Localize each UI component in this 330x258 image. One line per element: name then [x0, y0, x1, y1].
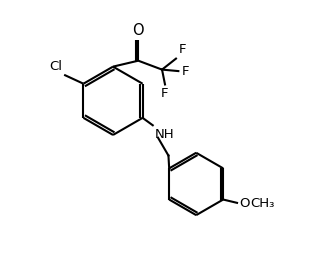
- Text: O: O: [240, 197, 250, 211]
- Text: F: F: [161, 87, 169, 100]
- Text: O: O: [132, 22, 144, 37]
- Text: NH: NH: [155, 128, 175, 141]
- Text: CH₃: CH₃: [250, 197, 274, 211]
- Text: F: F: [178, 43, 186, 56]
- Text: F: F: [181, 64, 189, 78]
- Text: Cl: Cl: [49, 60, 62, 73]
